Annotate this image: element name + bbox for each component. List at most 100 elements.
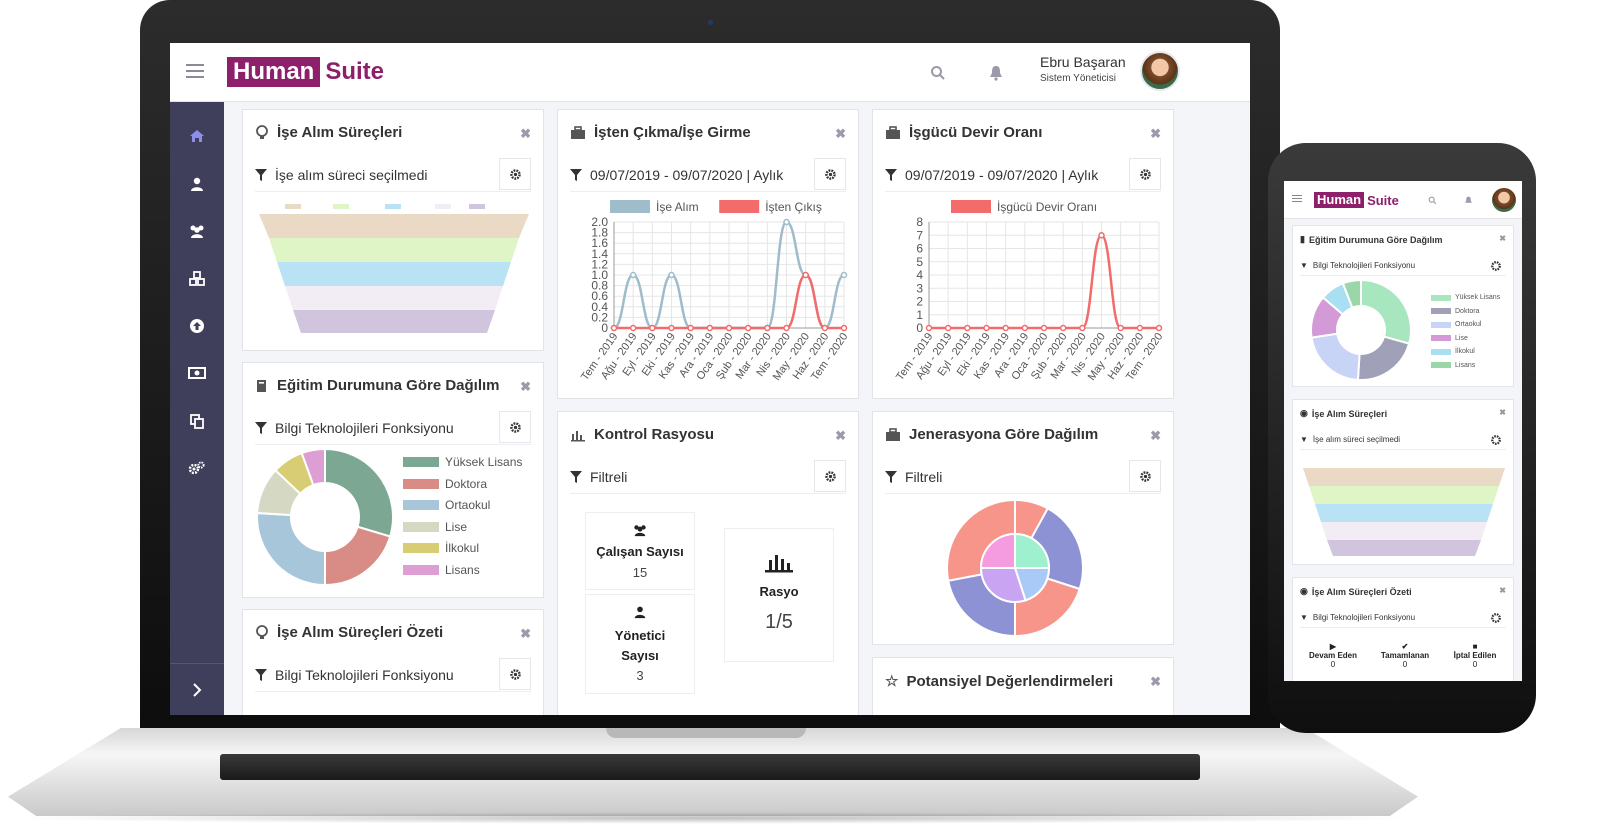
- menu-icon[interactable]: [186, 64, 204, 78]
- legend-label[interactable]: İşe Alım: [656, 200, 699, 214]
- data-point[interactable]: [802, 271, 809, 279]
- data-point[interactable]: [1098, 232, 1105, 239]
- filter-icon[interactable]: [255, 668, 267, 681]
- filter-text[interactable]: Bilgi Teknolojileri Fonksiyonu: [1312, 261, 1416, 270]
- filter-text[interactable]: Bilgi Teknolojileri Fonksiyonu: [275, 419, 454, 436]
- search-icon[interactable]: [1428, 196, 1437, 205]
- legend-item[interactable]: Yüksek Lisans: [403, 455, 522, 469]
- legend-label[interactable]: İşten Çıkış: [765, 200, 822, 214]
- app-logo[interactable]: Human Suite: [227, 57, 384, 87]
- data-point[interactable]: [821, 324, 829, 332]
- settings-button[interactable]: [814, 460, 846, 492]
- close-icon[interactable]: ✖: [520, 379, 531, 394]
- data-point[interactable]: [1021, 324, 1029, 332]
- app-logo[interactable]: Human Suite: [1314, 192, 1399, 208]
- legend-item[interactable]: Lisans: [403, 563, 480, 577]
- filter-text[interactable]: İşe alım süreci seçilmedi: [1312, 435, 1401, 444]
- legend-item[interactable]: Doktora: [403, 477, 487, 491]
- sidebar-item-users[interactable]: [170, 211, 224, 251]
- filter-text[interactable]: Bilgi Teknolojileri Fonksiyonu: [1312, 613, 1416, 622]
- avatar[interactable]: [1492, 188, 1516, 212]
- data-point[interactable]: [1040, 324, 1048, 332]
- filter-text[interactable]: Filtreli: [905, 468, 943, 485]
- data-point[interactable]: [983, 324, 990, 332]
- menu-icon[interactable]: [1292, 195, 1302, 202]
- data-point[interactable]: [1002, 324, 1009, 332]
- filter-text[interactable]: Bilgi Teknolojileri Fonksiyonu: [275, 666, 454, 683]
- sidebar-item-money[interactable]: [170, 353, 224, 393]
- data-point[interactable]: [925, 324, 933, 332]
- settings-button[interactable]: [1129, 460, 1161, 492]
- data-point[interactable]: [725, 324, 733, 332]
- filter-icon[interactable]: [570, 168, 582, 181]
- settings-button[interactable]: [814, 158, 846, 190]
- filter-text[interactable]: 09/07/2019 - 09/07/2020 | Aylık: [590, 166, 784, 183]
- data-point[interactable]: [629, 324, 637, 332]
- filter-icon[interactable]: ▼: [1300, 261, 1308, 270]
- filter-icon[interactable]: [255, 168, 267, 181]
- settings-button[interactable]: [1129, 158, 1161, 190]
- data-point[interactable]: [964, 324, 971, 332]
- search-icon[interactable]: [930, 65, 946, 81]
- data-point[interactable]: [668, 324, 675, 332]
- avatar[interactable]: [1140, 51, 1180, 91]
- filter-text[interactable]: İşe alım süreci seçilmedi: [275, 166, 428, 183]
- filter-icon[interactable]: [570, 470, 582, 483]
- close-icon[interactable]: ✖: [1499, 586, 1506, 595]
- data-point[interactable]: [840, 324, 848, 332]
- data-point[interactable]: [649, 324, 656, 332]
- filter-icon[interactable]: ▼: [1300, 435, 1308, 444]
- sidebar-item-upload[interactable]: [170, 306, 224, 346]
- legend-item[interactable]: Yüksek Lisans: [1431, 294, 1500, 301]
- data-point[interactable]: [706, 324, 714, 332]
- data-point[interactable]: [840, 271, 848, 279]
- legend-item[interactable]: İlkokul: [1431, 348, 1475, 355]
- legend-item[interactable]: Lisans: [1431, 362, 1475, 369]
- close-icon[interactable]: ✖: [1150, 126, 1161, 141]
- data-point[interactable]: [687, 324, 694, 332]
- bell-icon[interactable]: [988, 65, 1004, 81]
- sidebar-item-home[interactable]: [170, 116, 224, 156]
- settings-button[interactable]: [499, 158, 531, 190]
- data-point[interactable]: [1117, 324, 1124, 332]
- data-point[interactable]: [1155, 324, 1163, 332]
- filter-icon[interactable]: [885, 168, 897, 181]
- close-icon[interactable]: ✖: [835, 428, 846, 443]
- gear-icon[interactable]: [1490, 612, 1502, 624]
- settings-button[interactable]: [499, 411, 531, 443]
- sidebar-toggle[interactable]: [170, 663, 224, 715]
- close-icon[interactable]: ✖: [1499, 408, 1506, 417]
- legend-item[interactable]: Doktora: [1431, 308, 1480, 315]
- data-point[interactable]: [1059, 324, 1067, 332]
- legend-label[interactable]: İşgücü Devir Oranı: [997, 200, 1097, 214]
- gear-icon[interactable]: [1490, 434, 1502, 446]
- sidebar-item-user[interactable]: [170, 164, 224, 204]
- filter-icon[interactable]: [255, 421, 267, 434]
- bell-icon[interactable]: [1464, 196, 1473, 205]
- data-point[interactable]: [1136, 324, 1144, 332]
- close-icon[interactable]: ✖: [520, 126, 531, 141]
- data-point[interactable]: [944, 324, 952, 332]
- user-name[interactable]: Ebru Başaran: [1040, 54, 1126, 70]
- data-point[interactable]: [764, 324, 771, 332]
- legend-item[interactable]: Ortaokul: [1431, 321, 1481, 328]
- sidebar-item-copy[interactable]: [170, 401, 224, 441]
- data-point[interactable]: [610, 324, 618, 332]
- data-point[interactable]: [783, 324, 790, 332]
- legend-item[interactable]: Lise: [403, 520, 467, 534]
- close-icon[interactable]: ✖: [1150, 674, 1161, 689]
- data-point[interactable]: [1079, 324, 1086, 332]
- legend-item[interactable]: Lise: [1431, 335, 1468, 342]
- data-point[interactable]: [783, 218, 790, 226]
- gear-icon[interactable]: [1490, 260, 1502, 272]
- legend-item[interactable]: Ortaokul: [403, 498, 490, 512]
- legend-item[interactable]: İlkokul: [403, 541, 479, 555]
- close-icon[interactable]: ✖: [1150, 428, 1161, 443]
- sidebar-item-cubes[interactable]: [170, 259, 224, 299]
- filter-icon[interactable]: [885, 470, 897, 483]
- close-icon[interactable]: ✖: [1499, 234, 1506, 243]
- filter-text[interactable]: Filtreli: [590, 468, 628, 485]
- close-icon[interactable]: ✖: [835, 126, 846, 141]
- filter-icon[interactable]: ▼: [1300, 613, 1308, 622]
- filter-text[interactable]: 09/07/2019 - 09/07/2020 | Aylık: [905, 166, 1099, 183]
